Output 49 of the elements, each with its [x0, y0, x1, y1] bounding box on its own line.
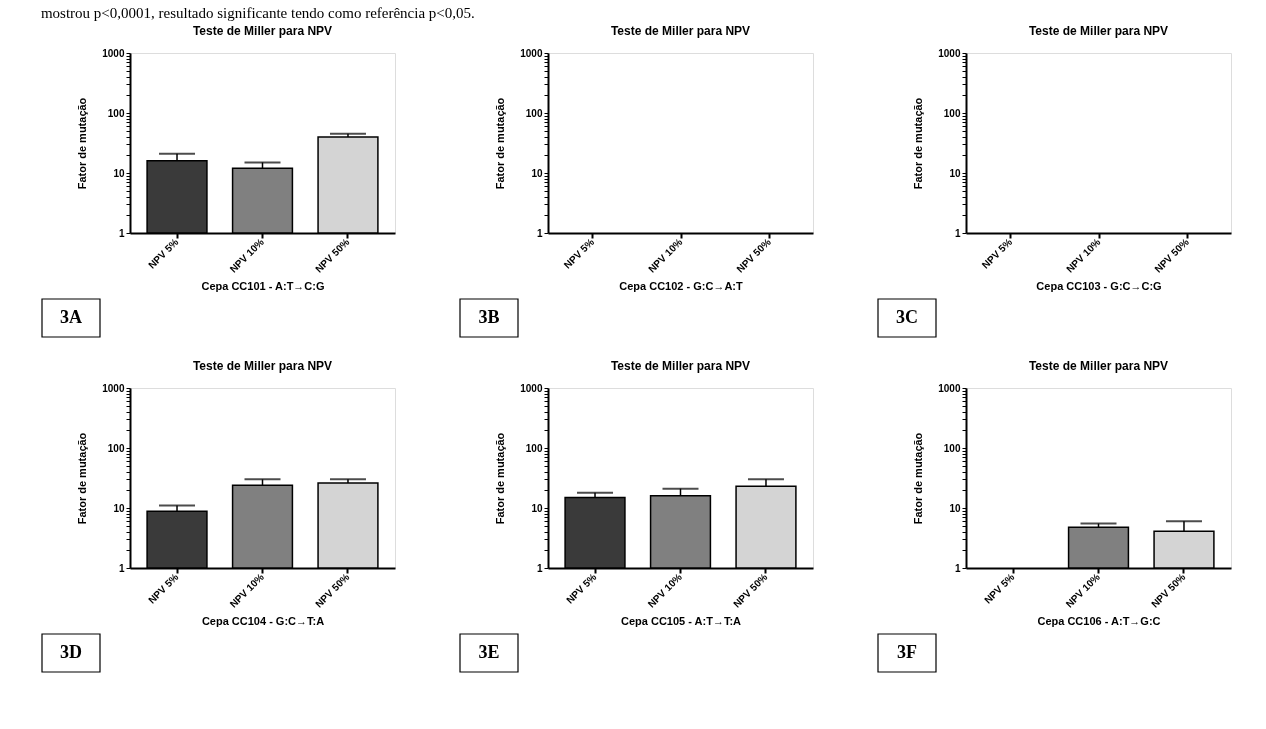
y-tick-label: 1	[536, 562, 543, 574]
y-tick-label: 1000	[102, 382, 125, 394]
text: mostrou p<0,0001, resultado significante tendo como referência p<0,05.	[40, 4, 475, 21]
y-tick-label: 1	[954, 562, 961, 574]
y-tick-label: 1000	[938, 382, 961, 394]
y-tick-label: 10	[949, 167, 961, 179]
y-tick-label: 100	[943, 442, 961, 454]
y-tick-label: 100	[107, 442, 125, 454]
text: 3B	[478, 307, 500, 327]
chart-title: Teste de Miller para NPV	[192, 24, 333, 38]
y-tick-label: 10	[113, 502, 125, 514]
y-tick-label: 100	[525, 442, 543, 454]
y-tick-label: 1	[536, 227, 543, 239]
y-tick-label: 10	[113, 167, 125, 179]
text: 3C	[896, 307, 918, 327]
x-axis-title: Cepa CC105 - A:T→T:A	[621, 614, 742, 627]
y-tick-label: 100	[525, 107, 543, 119]
y-axis-title: Fator de mutação	[494, 432, 507, 525]
y-tick-label: 10	[949, 502, 961, 514]
text: 3A	[60, 307, 82, 327]
y-axis-title: Fator de mutação	[76, 432, 89, 525]
x-axis-title: Cepa CC101 - A:T→C:G	[201, 279, 325, 292]
y-tick-label: 100	[943, 107, 961, 119]
y-tick-label: 10	[531, 167, 543, 179]
y-tick-label: 1	[118, 562, 125, 574]
y-tick-label: 1	[118, 227, 125, 239]
y-tick-label: 1000	[938, 47, 961, 59]
y-axis-title: Fator de mutação	[494, 97, 507, 190]
y-tick-label: 1	[954, 227, 961, 239]
y-tick-label: 1000	[102, 47, 125, 59]
x-axis-title: Cepa CC103 - G:C→C:G	[1036, 279, 1162, 292]
y-tick-label: 1000	[520, 382, 543, 394]
text: 3F	[897, 642, 917, 662]
chart-title: Teste de Miller para NPV	[1028, 24, 1169, 38]
y-axis-title: Fator de mutação	[912, 97, 925, 190]
chart-title: Teste de Miller para NPV	[610, 359, 751, 373]
y-axis-title: Fator de mutação	[912, 432, 925, 525]
x-axis-title: Cepa CC102 - G:C→A:T	[619, 279, 744, 292]
y-tick-label: 1000	[520, 47, 543, 59]
text: 3D	[60, 642, 82, 662]
chart-title: Teste de Miller para NPV	[192, 359, 333, 373]
y-axis-title: Fator de mutação	[76, 97, 89, 190]
chart-title: Teste de Miller para NPV	[610, 24, 751, 38]
x-axis-title: Cepa CC106 - A:T→G:C	[1037, 614, 1161, 627]
y-tick-label: 100	[107, 107, 125, 119]
y-tick-label: 10	[531, 502, 543, 514]
x-axis-title: Cepa CC104 - G:C→T:A	[201, 614, 325, 627]
chart-title: Teste de Miller para NPV	[1028, 359, 1169, 373]
text: 3E	[478, 642, 500, 662]
